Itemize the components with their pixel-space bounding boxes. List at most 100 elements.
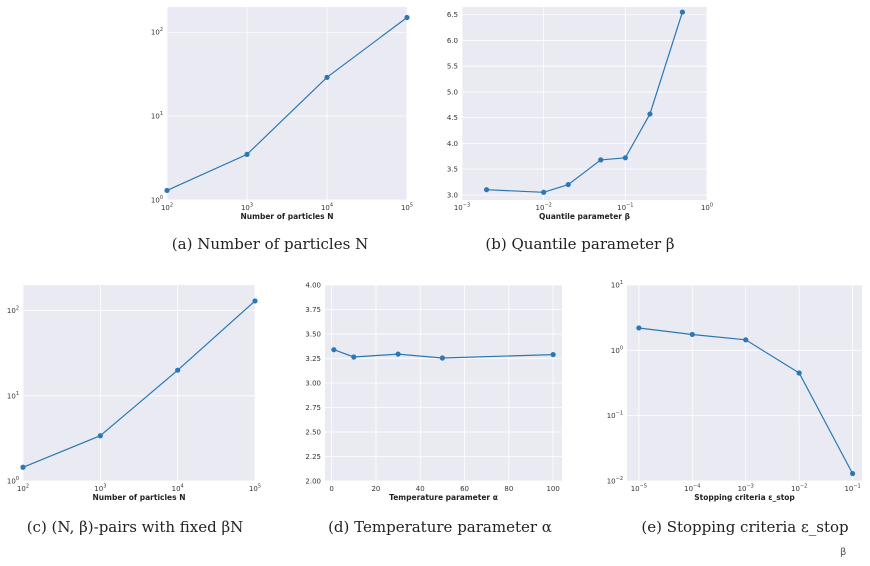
plot-area — [462, 7, 707, 200]
tick-exponent: 0 — [710, 203, 713, 209]
x-tick-label: 10−3 — [738, 484, 754, 494]
tick-base: 10 — [611, 282, 620, 290]
y-tick-label: 2.25 — [305, 453, 321, 461]
x-tick-label: 100 — [701, 203, 713, 213]
y-tick-label: 10−1 — [607, 411, 623, 421]
tick-base: 10 — [151, 29, 160, 37]
tick-exponent: 5 — [258, 484, 261, 490]
y-tick-label: 3.75 — [305, 306, 321, 314]
data-point — [636, 325, 642, 331]
y-tick-label: 101 — [151, 111, 163, 121]
y-tick-label: 6.5 — [447, 11, 458, 19]
x-tick-label: 10−1 — [617, 203, 633, 213]
cut-off-label: β — [840, 547, 846, 558]
x-tick-label: 10−4 — [684, 484, 700, 494]
tick-exponent: 4 — [181, 484, 184, 490]
x-tick-label: 104 — [172, 484, 184, 494]
tick-exponent: 1 — [160, 111, 163, 117]
y-tick-label: 2.00 — [305, 478, 321, 486]
tick-base: 10 — [161, 204, 170, 212]
data-point — [395, 351, 401, 357]
y-tick-label: 4.00 — [305, 282, 321, 290]
tick-base: 10 — [94, 485, 103, 493]
y-tick-label: 2.50 — [305, 429, 321, 437]
x-tick-label: 0 — [329, 485, 333, 493]
panel-caption: (a) Number of particles N — [172, 235, 368, 253]
tick-exponent: 0 — [620, 345, 623, 351]
y-tick-label: 3.0 — [447, 191, 458, 199]
x-axis-label: Temperature parameter α — [389, 493, 498, 502]
x-tick-label: 104 — [321, 203, 333, 213]
y-tick-label: 4.5 — [447, 114, 458, 122]
x-tick-label: 20 — [371, 485, 380, 493]
panel-caption: (b) Quantile parameter β — [485, 235, 674, 253]
data-point — [622, 155, 628, 161]
tick-exponent: −1 — [853, 484, 860, 490]
tick-exponent: 4 — [330, 203, 333, 209]
tick-exponent: 0 — [16, 476, 19, 482]
y-tick-label: 2.75 — [305, 404, 321, 412]
chart-panel-d: 0 20 40 60 80 100 2.00 2.25 2.50 2.75 3.00 3.25 3.50… — [305, 282, 562, 536]
tick-exponent: −2 — [544, 203, 551, 209]
tick-base: 10 — [241, 204, 250, 212]
panel-caption: (e) Stopping criteria ε_stop — [641, 518, 848, 536]
tick-exponent: 1 — [16, 391, 19, 397]
y-tick-label: 3.00 — [305, 380, 321, 388]
tick-exponent: −1 — [626, 203, 633, 209]
y-tick-label: 5.0 — [447, 88, 458, 96]
x-tick-label: 100 — [546, 485, 559, 493]
tick-base: 10 — [611, 347, 620, 355]
chart-panel-e: 10−5 10−4 10−3 10−2 10−110−210−1100101Stoppi… — [607, 280, 862, 536]
panel-caption: (c) (N, β)-pairs with fixed βN — [27, 518, 244, 536]
tick-exponent: 5 — [410, 203, 413, 209]
data-point — [689, 331, 695, 338]
x-tick-label: 102 — [161, 203, 173, 213]
data-point — [743, 337, 749, 343]
tick-exponent: −4 — [693, 484, 700, 490]
y-tick-label: 6.0 — [447, 37, 458, 45]
y-tick-label: 100 — [611, 345, 623, 355]
y-tick-label: 3.5 — [447, 166, 458, 174]
x-tick-label: 10−3 — [454, 203, 470, 213]
y-tick-label: 102 — [151, 27, 163, 37]
data-point — [404, 14, 410, 21]
tick-base: 10 — [151, 113, 160, 121]
panel-caption: (d) Temperature parameter α — [328, 518, 552, 536]
data-point — [252, 298, 258, 304]
chart-panel-b: 10−3 10−2 10−1 1003.03.54.04.55.05.56.06.5Q… — [447, 7, 713, 253]
x-tick-label: 10−2 — [536, 203, 552, 213]
tick-exponent: −5 — [640, 484, 647, 490]
tick-base: 10 — [454, 204, 463, 212]
x-tick-label: 105 — [401, 203, 413, 213]
tick-base: 10 — [684, 485, 693, 493]
data-point — [679, 9, 686, 15]
data-point — [483, 187, 490, 193]
data-point — [175, 367, 181, 373]
tick-base: 10 — [7, 478, 16, 486]
y-tick-label: 101 — [611, 280, 623, 290]
y-tick-label: 4.0 — [447, 140, 458, 148]
x-tick-label: 10−2 — [791, 484, 807, 494]
tick-exponent: 2 — [26, 484, 29, 490]
x-axis-label: Quantile parameter β — [539, 212, 631, 221]
tick-base: 10 — [607, 412, 616, 420]
tick-exponent: −1 — [616, 411, 623, 417]
data-point — [439, 355, 445, 361]
data-point — [97, 433, 103, 439]
x-tick-label: 80 — [504, 485, 513, 493]
data-point — [331, 347, 337, 353]
y-tick-label: 100 — [151, 195, 163, 205]
tick-base: 10 — [617, 204, 626, 212]
tick-exponent: 2 — [160, 27, 163, 33]
x-tick-label: 103 — [94, 484, 106, 494]
series-line — [166, 17, 408, 191]
data-point — [647, 111, 653, 117]
data-point — [550, 351, 556, 358]
tick-base: 10 — [249, 485, 258, 493]
tick-base: 10 — [401, 204, 410, 212]
y-tick-label: 102 — [7, 306, 19, 316]
tick-base: 10 — [7, 392, 16, 400]
x-axis-label: Number of particles N — [93, 493, 186, 502]
data-point — [20, 464, 26, 470]
